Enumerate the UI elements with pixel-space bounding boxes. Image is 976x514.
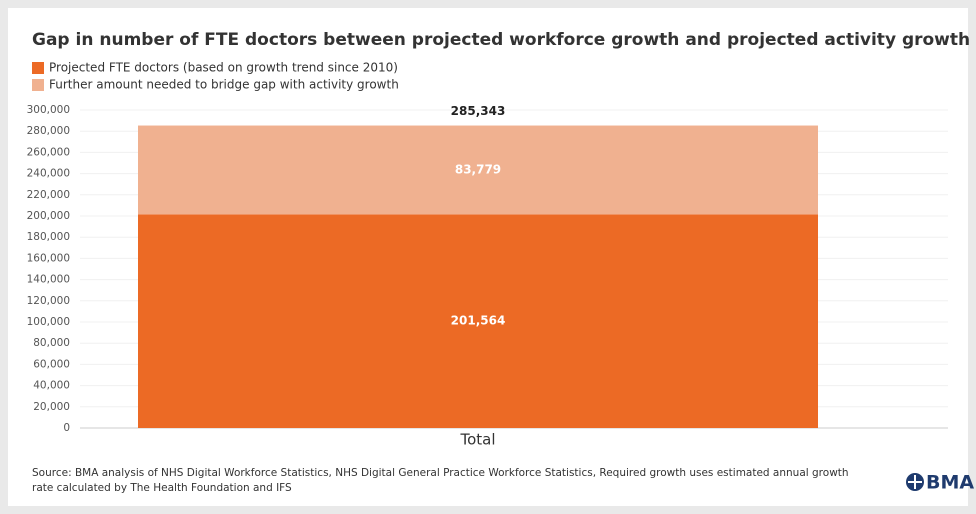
- y-tick-label: 220,000: [27, 189, 70, 201]
- legend-label: Further amount needed to bridge gap with…: [49, 78, 399, 92]
- legend-label: Projected FTE doctors (based on growth t…: [49, 61, 398, 75]
- value-label: 83,779: [455, 162, 501, 176]
- legend-swatch: [32, 79, 44, 91]
- y-tick-label: 280,000: [27, 125, 70, 137]
- source-note: Source: BMA analysis of NHS Digital Work…: [32, 467, 849, 494]
- x-tick-label: Total: [459, 431, 495, 449]
- y-tick-label: 300,000: [27, 104, 70, 116]
- y-tick-label: 140,000: [27, 274, 70, 286]
- y-tick-label: 60,000: [33, 358, 70, 370]
- chart-title: Gap in number of FTE doctors between pro…: [32, 30, 976, 50]
- legend-swatch: [32, 62, 44, 74]
- y-tick-label: 180,000: [27, 231, 70, 243]
- total-label: 285,343: [451, 104, 506, 118]
- logo: BMA: [926, 472, 974, 494]
- y-tick-label: 80,000: [33, 337, 70, 349]
- y-tick-label: 100,000: [27, 316, 70, 328]
- bar-segment: [138, 125, 818, 215]
- value-label: 201,564: [451, 314, 506, 328]
- y-tick-label: 260,000: [27, 146, 70, 158]
- y-tick-label: 200,000: [27, 210, 70, 222]
- y-tick-label: 240,000: [27, 168, 70, 180]
- y-tick-label: 40,000: [33, 380, 70, 392]
- y-tick-label: 120,000: [27, 295, 70, 307]
- y-tick-label: 160,000: [27, 252, 70, 264]
- y-tick-label: 0: [63, 422, 70, 434]
- y-tick-label: 20,000: [33, 401, 70, 413]
- bar-segment: [138, 214, 818, 428]
